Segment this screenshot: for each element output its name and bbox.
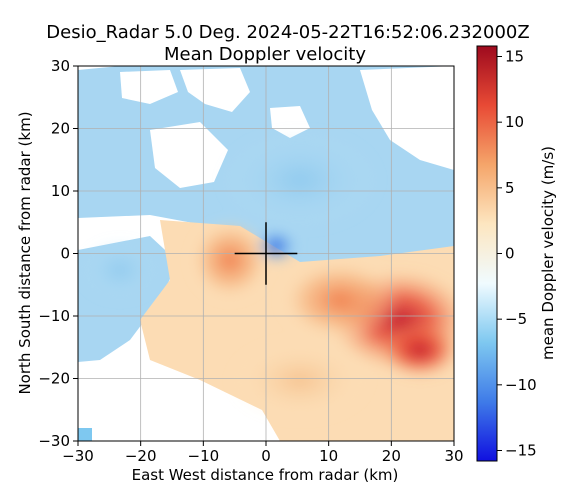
x-tick-label: 0	[261, 447, 271, 465]
colorbar-tick-label: −15	[505, 441, 537, 459]
x-tick-label: −10	[188, 447, 220, 465]
colorbar-tick-label: −10	[505, 376, 537, 394]
radar-crosshair	[234, 222, 298, 285]
y-axis-label: North South distance from radar (km)	[16, 111, 34, 394]
x-tick-label: 30	[444, 447, 463, 465]
colorbar-tick-label: −5	[505, 310, 527, 328]
chart-title-line1: Desio_Radar 5.0 Deg. 2024-05-22T16:52:06…	[46, 22, 529, 43]
x-tick-label: 10	[319, 447, 338, 465]
colorbar-ticks: −15 −10 −5 0 5 10 15	[497, 48, 537, 459]
y-tick-label: −30	[38, 432, 70, 450]
colorbar	[477, 46, 497, 461]
x-tick-label: −20	[125, 447, 157, 465]
x-axis-ticks: −30 −20 −10 0 10 20 30	[62, 441, 464, 465]
x-tick-label: −30	[62, 447, 94, 465]
y-tick-label: 10	[51, 182, 70, 200]
y-tick-label: −20	[38, 370, 70, 388]
colorbar-tick-label: 0	[505, 245, 515, 263]
y-tick-label: 20	[51, 120, 70, 138]
colorbar-tick-label: 15	[505, 48, 524, 66]
y-tick-label: −10	[38, 307, 70, 325]
chart-title-line2: Mean Doppler velocity	[164, 44, 366, 65]
colorbar-tick-label: 10	[505, 113, 524, 131]
y-tick-label: 30	[51, 57, 70, 75]
x-tick-label: 20	[382, 447, 401, 465]
colorbar-tick-label: 5	[505, 179, 515, 197]
y-tick-label: 0	[60, 245, 70, 263]
y-axis-ticks: −30 −20 −10 0 10 20 30	[38, 57, 78, 450]
x-axis-label: East West distance from radar (km)	[132, 466, 399, 484]
colorbar-label: mean Doppler velocity (m/s)	[539, 146, 557, 360]
